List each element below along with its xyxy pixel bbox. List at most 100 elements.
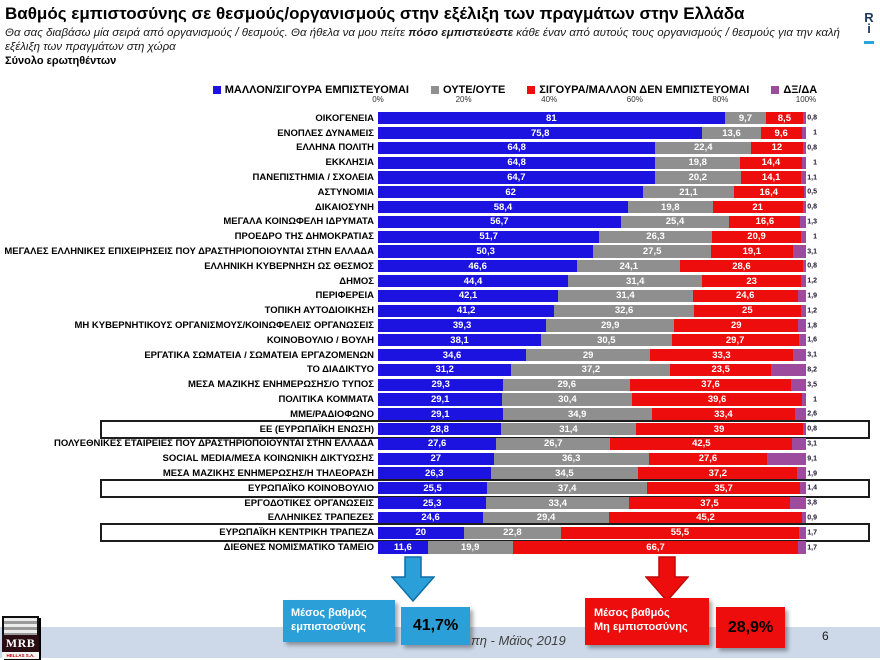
segment-trust: 42,1 <box>378 289 559 303</box>
segment-value: 75,8 <box>530 127 550 139</box>
segment-trust: 64,8 <box>378 156 656 169</box>
segment-dk-value: 1,1 <box>807 174 817 182</box>
segment-value: 21 <box>752 201 763 213</box>
category-label: ΜΕΓΑΛΑ ΚΟΙΝΩΦΕΛΗ ΙΔΡΥΜΑΤΑ <box>223 216 374 228</box>
segment-dk-value: 0,5 <box>807 188 817 196</box>
segment-dk <box>798 541 806 554</box>
chart-row: ΕΛΛΗΝΑ ΠΟΛΙΤΗ 64,8 22,4 12 0,8 <box>4 141 868 156</box>
segment-distrust: 14,1 <box>741 171 802 184</box>
segment-dk <box>799 482 806 495</box>
segment-neither: 37,4 <box>487 482 648 495</box>
bar-track: 25,5 37,4 35,7 1,4 <box>378 482 817 495</box>
category-label: ΔΙΚΑΙΟΣΥΝΗ <box>315 201 374 213</box>
segment-value: 32,6 <box>614 305 634 317</box>
segment-value: 36,3 <box>561 453 581 465</box>
segment-value: 50,3 <box>476 246 495 258</box>
segment-value: 62 <box>505 186 516 198</box>
segment-dk-value: 1,9 <box>807 292 817 300</box>
segment-value: 28,6 <box>732 260 751 272</box>
segment-neither: 26,7 <box>496 437 611 451</box>
callout-distrust-label: Μέσος βαθμός Μη εμπιστοσύνης <box>585 598 709 645</box>
callout-trust-value: 41,7% <box>401 607 470 645</box>
segment-dk-value: 3,8 <box>807 499 817 507</box>
bar-track: 34,6 29 33,3 3,1 <box>378 349 817 362</box>
segment-dk <box>792 349 806 362</box>
segment-trust: 81 <box>378 112 725 125</box>
bar-track: 58,4 19,8 21 0,8 <box>378 201 817 214</box>
segment-value: 33,3 <box>712 349 731 361</box>
category-label: ΕΥΡΩΠΑΪΚΗ ΚΕΝΤΡΙΚΗ ΤΡΑΠΕΖΑ <box>219 527 374 539</box>
segment-value: 46,6 <box>468 260 487 272</box>
axis-tick-label: 20% <box>455 95 472 104</box>
chart-row: ΕΥΡΩΠΑΪΚΗ ΚΕΝΤΡΙΚΗ ΤΡΑΠΕΖΑ 20 22,8 55,5 1,7 <box>4 523 870 542</box>
segment-trust: 64,8 <box>378 141 656 155</box>
segment-dk-value: 3,1 <box>807 440 817 448</box>
category-label: ΕΚΚΛΗΣΙΑ <box>325 157 374 169</box>
segment-dk <box>802 423 806 436</box>
bar-track: 56,7 25,4 16,6 1,3 <box>378 215 817 229</box>
segment-value: 19,8 <box>688 157 707 169</box>
segment-dk <box>802 260 807 273</box>
segment-neither: 19,8 <box>655 156 741 169</box>
segment-value: 29,7 <box>725 334 745 346</box>
segment-value: 13,6 <box>722 127 741 139</box>
category-label: ΕΝΟΠΛΕΣ ΔΥΝΑΜΕΙΣ <box>277 127 374 139</box>
mrb-logo-name: MRB <box>2 635 39 652</box>
segment-value: 38,1 <box>450 334 469 346</box>
page-number: 6 <box>822 629 829 643</box>
segment-dk <box>794 408 806 421</box>
chart-row: ΠΑΝΕΠΙΣΤΗΜΙΑ / ΣΧΟΛΕΙΑ 64,7 20,2 14,1 1,1 <box>4 170 868 185</box>
segment-trust: 27,6 <box>378 437 497 451</box>
bar-track: 64,8 22,4 12 0,8 <box>378 141 817 155</box>
segment-neither: 32,6 <box>554 304 694 317</box>
segment-value: 45,2 <box>696 512 715 524</box>
segment-value: 28,8 <box>430 423 449 435</box>
segment-dk-value: 0,9 <box>807 514 817 522</box>
segment-dk <box>789 497 806 510</box>
segment-neither: 31,4 <box>558 289 693 303</box>
legend-label: ΜΑΛΛΟΝ/ΣΙΓΟΥΡΑ ΕΜΠΙΣΤΕΥΟΜΑΙ <box>224 84 409 96</box>
category-label: ΕΕ (ΕΥΡΩΠΑΪΚΗ ΕΝΩΣΗ) <box>259 423 374 435</box>
segment-neither: 37,2 <box>511 363 671 377</box>
segment-value: 37,6 <box>701 379 720 391</box>
segment-value: 26,3 <box>646 231 665 243</box>
segment-neither: 22,4 <box>655 141 752 155</box>
segment-dk <box>801 127 806 140</box>
segment-dk <box>792 245 806 258</box>
segment-dk-value: 1 <box>813 129 817 137</box>
legend-item: ΔΞ/ΔΑ <box>771 84 817 96</box>
segment-trust: 41,2 <box>378 304 555 317</box>
segment-value: 58,4 <box>493 201 513 213</box>
segment-value: 29,3 <box>431 379 450 391</box>
segment-dk-value: 1,7 <box>807 529 817 537</box>
segment-value: 19,1 <box>742 246 762 258</box>
segment-distrust: 8,5 <box>766 112 803 125</box>
segment-dk <box>767 452 806 465</box>
segment-dk-value: 0,8 <box>807 203 817 211</box>
segment-dk <box>792 437 806 451</box>
segment-trust: 62 <box>378 186 644 199</box>
segment-dk <box>802 112 806 125</box>
segment-dk-value: 1,7 <box>807 544 817 551</box>
segment-value: 19,8 <box>661 201 680 213</box>
bar-track: 25,3 33,4 37,5 3,8 <box>378 497 817 510</box>
segment-value: 8,5 <box>777 112 791 124</box>
segment-value: 16,6 <box>755 216 775 228</box>
mrb-logo-subname: HELLAS S.A. <box>2 652 39 659</box>
legend-label: ΟΥΤΕ/ΟΥΤΕ <box>442 84 506 96</box>
category-label: ΤΟΠΙΚΗ ΑΥΤΟΔΙΟΙΚΗΣΗ <box>264 305 374 317</box>
bar-track: 81 9,7 8,5 0,8 <box>378 112 817 125</box>
segment-dk-value: 1,2 <box>807 277 817 285</box>
category-label: ΠΑΝΕΠΙΣΤΗΜΙΑ / ΣΧΟΛΕΙΑ <box>252 172 374 184</box>
mrb-logo: MRB HELLAS S.A. <box>2 616 39 659</box>
segment-neither: 19,9 <box>427 541 513 554</box>
bar-track: 39,3 29,9 29 1,8 <box>378 319 817 332</box>
segment-neither: 31,4 <box>568 275 703 288</box>
segment-neither: 24,1 <box>577 260 681 273</box>
segment-dk <box>800 215 806 229</box>
segment-distrust: 23,5 <box>670 363 771 377</box>
chart-row: ΜΜΕ/ΡΑΔΙΟΦΩΝΟ 29,1 34,9 33,4 2,6 <box>4 407 868 422</box>
segment-value: 25,4 <box>665 216 685 228</box>
segment-value: 26,7 <box>544 438 563 450</box>
category-label: ΕΛΛΗΝΙΚΕΣ ΤΡΑΠΕΖΕΣ <box>267 512 374 524</box>
